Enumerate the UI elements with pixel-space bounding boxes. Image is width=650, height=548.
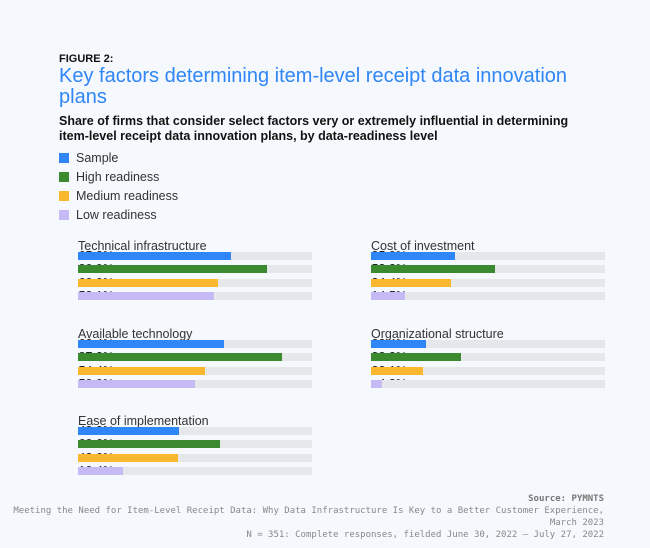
legend-label: Low readiness	[76, 207, 157, 222]
group-title: Available technology	[78, 327, 193, 341]
legend-label: Medium readiness	[76, 188, 179, 203]
bar-high-readiness	[78, 353, 283, 362]
bar-sample	[371, 340, 426, 348]
legend-item: Low readiness	[59, 205, 178, 224]
bar-row: 53.2%	[352, 262, 642, 276]
bar-sample	[78, 252, 231, 260]
bar-track	[371, 278, 605, 287]
legend-item: Sample	[59, 148, 178, 167]
bar-sample	[78, 340, 225, 348]
legend: Sample High readiness Medium readiness Low …	[59, 148, 178, 224]
source-line-2: N = 351: Complete responses, fielded Jun…	[246, 530, 604, 540]
bar-high-readiness	[78, 265, 268, 274]
bar-track	[371, 353, 605, 362]
bar-medium-readiness	[371, 278, 452, 287]
bar-medium-readiness	[78, 278, 219, 287]
legend-item: High readiness	[59, 167, 178, 186]
bar-row: 50.0%	[59, 377, 349, 391]
bar-low-readiness	[78, 291, 214, 300]
legend-swatch	[59, 152, 69, 163]
bar-low-readiness	[371, 379, 383, 388]
bar-track	[78, 340, 312, 348]
bar-track	[371, 379, 605, 388]
bar-low-readiness	[78, 466, 124, 475]
bar-row: 42.6%	[59, 451, 349, 465]
figure-label: FIGURE 2:	[59, 53, 114, 65]
bar-row: 80.9%	[59, 262, 349, 276]
bar-row: 35.9%	[352, 249, 642, 263]
bar-row: 87.2%	[59, 350, 349, 364]
legend-label: Sample	[76, 150, 119, 165]
bar-track	[78, 427, 312, 435]
bar-row: 43.3%	[59, 424, 349, 438]
group-title: Ease of implementation	[78, 414, 209, 428]
legend-swatch	[59, 171, 69, 182]
bar-track	[78, 366, 312, 375]
source-line-1: Meeting the Need for Item-Level Receipt …	[13, 506, 604, 528]
bar-row: 60.0%	[59, 276, 349, 290]
bar-medium-readiness	[78, 366, 206, 375]
legend-item: Medium readiness	[59, 186, 178, 205]
bar-medium-readiness	[78, 453, 178, 462]
legend-swatch	[59, 190, 69, 201]
bar-row: 65.2%	[59, 249, 349, 263]
bar-row: 34.4%	[352, 276, 642, 290]
bar-track	[78, 278, 312, 287]
bar-track	[371, 340, 605, 348]
bar-track	[371, 252, 605, 260]
chart-subtitle: Share of firms that consider select fact…	[59, 114, 569, 143]
bar-row: 38.3%	[352, 350, 642, 364]
bar-track	[78, 379, 312, 388]
group-title: Technical infrastructure	[78, 239, 207, 253]
bar-track	[78, 265, 312, 274]
legend-label: High readiness	[76, 169, 160, 184]
bar-row: 14.5%	[352, 289, 642, 303]
bar-track	[371, 366, 605, 375]
legend-swatch	[59, 209, 69, 220]
bar-row: 22.1%	[352, 364, 642, 378]
bar-track	[78, 453, 312, 462]
group-title: Cost of investment	[371, 239, 475, 253]
bar-row: 58.1%	[59, 289, 349, 303]
bar-high-readiness	[78, 440, 220, 449]
bar-row: 60.6%	[59, 437, 349, 451]
bar-high-readiness	[371, 265, 496, 274]
bar-high-readiness	[371, 353, 461, 362]
bar-track	[371, 291, 605, 300]
source-label: Source: PYMNTS	[528, 494, 604, 504]
bar-medium-readiness	[371, 366, 423, 375]
group-title: Organizational structure	[371, 327, 504, 341]
bar-row: 19.4%	[59, 464, 349, 478]
bar-track	[78, 466, 312, 475]
bar-row: 54.4%	[59, 364, 349, 378]
source-note: Source: PYMNTS Meeting the Need for Item…	[0, 493, 604, 541]
bar-track	[78, 291, 312, 300]
bar-track	[78, 353, 312, 362]
bar-row: 62.4%	[59, 337, 349, 351]
bar-row: 4.8%	[352, 377, 642, 391]
bar-track	[78, 440, 312, 449]
bar-row: 23.4%	[352, 337, 642, 351]
chart-title: Key factors determining item-level recei…	[59, 65, 568, 108]
bar-track	[371, 265, 605, 274]
bar-low-readiness	[371, 291, 405, 300]
bar-sample	[78, 427, 180, 435]
bar-track	[78, 252, 312, 260]
bar-sample	[371, 252, 455, 260]
bar-low-readiness	[78, 379, 195, 388]
